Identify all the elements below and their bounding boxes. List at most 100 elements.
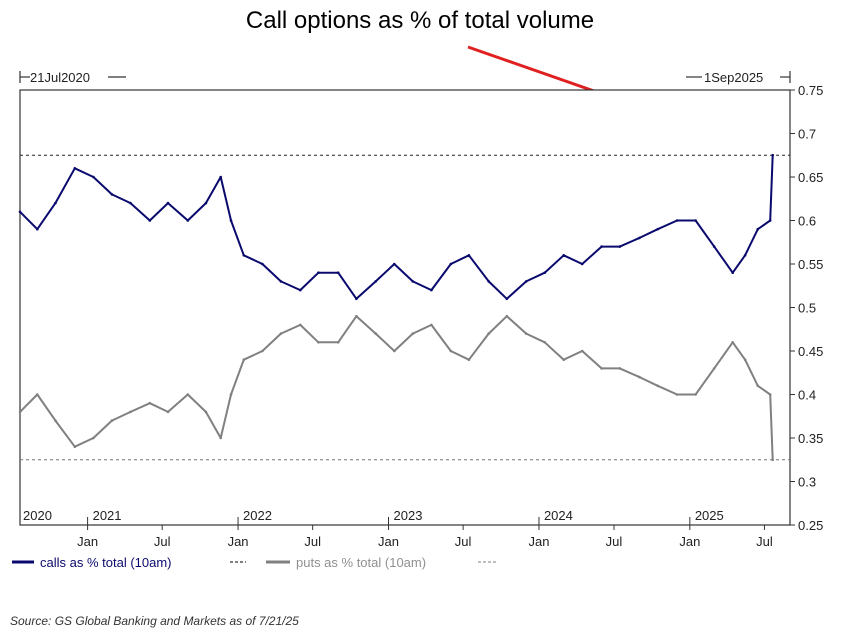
- data-point-calls: [242, 254, 246, 257]
- data-point-calls: [600, 245, 603, 248]
- data-point-calls: [110, 193, 114, 196]
- y-tick-label: 0.25: [798, 518, 823, 533]
- data-point-calls: [204, 201, 208, 205]
- data-point-calls: [18, 210, 22, 214]
- year-label: 2025: [695, 508, 724, 523]
- data-point-calls: [743, 254, 747, 257]
- data-point-calls: [487, 280, 491, 283]
- x-tick-label: Jan: [228, 534, 249, 549]
- data-point-puts: [756, 384, 760, 388]
- data-point-puts: [411, 332, 415, 335]
- data-point-calls: [580, 262, 584, 266]
- data-point-calls: [219, 175, 222, 179]
- year-label: 2023: [394, 508, 423, 523]
- data-point-calls: [675, 219, 679, 222]
- data-point-calls: [355, 297, 358, 301]
- data-point-puts: [656, 384, 659, 388]
- year-labels: 2020 2021 2022 2023 2024 2025: [23, 508, 724, 525]
- data-point-puts: [771, 458, 774, 462]
- data-point-calls: [73, 167, 77, 170]
- data-point-calls: [731, 271, 734, 275]
- x-tick-label: Jul: [756, 534, 773, 549]
- data-point-puts: [355, 314, 358, 318]
- year-label: 2021: [93, 508, 122, 523]
- data-point-puts: [731, 341, 734, 344]
- data-point-calls: [261, 262, 264, 266]
- y-axis: 0.25 0.3 0.35 0.4 0.45 0.5 0.55 0.6 0.65 0.7 0.75: [790, 83, 823, 533]
- y-tick-label: 0.55: [798, 257, 823, 272]
- data-point-calls: [449, 262, 453, 266]
- data-point-puts: [92, 436, 95, 440]
- x-axis: Jan Jul Jan Jul Jan Jul Jan Jul Jan Jul: [77, 525, 773, 549]
- data-point-calls: [618, 245, 622, 248]
- x-tick-label: Jan: [528, 534, 549, 549]
- y-tick-label: 0.45: [798, 344, 823, 359]
- data-point-puts: [449, 349, 453, 353]
- data-point-calls: [411, 280, 415, 283]
- data-point-puts: [543, 341, 546, 344]
- data-point-puts: [229, 393, 233, 396]
- data-point-puts: [219, 436, 222, 440]
- data-point-puts: [600, 367, 603, 370]
- data-point-puts: [36, 393, 39, 396]
- data-point-calls: [768, 219, 772, 222]
- data-point-calls: [393, 262, 396, 266]
- data-point-calls: [166, 201, 170, 205]
- data-point-puts: [430, 323, 433, 327]
- legend-label-puts: puts as % total (10am): [296, 555, 426, 570]
- data-point-puts: [73, 445, 77, 449]
- data-point-puts: [54, 419, 57, 422]
- x-tick-label: Jan: [378, 534, 399, 549]
- data-point-calls: [712, 245, 716, 248]
- data-point-puts: [675, 393, 679, 396]
- data-point-puts: [261, 349, 264, 353]
- y-tick-label: 0.3: [798, 475, 816, 490]
- data-point-calls: [148, 219, 152, 222]
- data-point-puts: [336, 341, 340, 344]
- data-point-puts: [242, 358, 246, 362]
- data-point-calls: [229, 219, 233, 222]
- data-point-calls: [638, 236, 641, 240]
- range-start-label: 21Jul2020: [30, 70, 90, 85]
- data-point-puts: [505, 314, 509, 318]
- data-point-calls: [336, 271, 340, 275]
- series-line-calls: [19, 155, 774, 300]
- y-tick-label: 0.7: [798, 127, 816, 142]
- x-tick-label: Jul: [455, 534, 472, 549]
- data-point-puts: [768, 393, 772, 396]
- data-point-puts: [743, 358, 747, 362]
- data-point-calls: [467, 254, 471, 257]
- x-tick-label: Jan: [77, 534, 98, 549]
- data-point-puts: [580, 349, 584, 353]
- data-point-calls: [299, 288, 302, 292]
- legend: calls as % total (10am) puts as % total …: [12, 555, 496, 570]
- data-point-puts: [279, 332, 283, 335]
- data-point-puts: [374, 332, 378, 335]
- data-point-calls: [505, 297, 509, 301]
- y-tick-label: 0.5: [798, 301, 816, 316]
- data-point-calls: [543, 271, 546, 275]
- data-point-calls: [771, 153, 774, 157]
- x-tick-label: Jul: [606, 534, 623, 549]
- range-end-marker: [686, 71, 791, 83]
- y-tick-label: 0.6: [798, 214, 816, 229]
- data-point-calls: [92, 175, 95, 179]
- data-point-puts: [562, 358, 565, 362]
- calls-data-points: [18, 153, 774, 301]
- puts-data-points: [18, 314, 774, 462]
- data-point-calls: [430, 288, 433, 292]
- data-point-puts: [712, 367, 716, 370]
- data-point-puts: [317, 341, 320, 344]
- data-point-puts: [148, 401, 152, 405]
- data-point-puts: [694, 393, 697, 396]
- data-point-calls: [374, 280, 378, 283]
- data-point-calls: [36, 227, 39, 231]
- data-point-calls: [562, 254, 565, 257]
- data-point-calls: [279, 280, 283, 283]
- data-point-puts: [129, 410, 132, 414]
- data-point-puts: [166, 410, 170, 414]
- data-point-puts: [110, 419, 114, 422]
- y-tick-label: 0.65: [798, 170, 823, 185]
- data-point-calls: [756, 227, 760, 231]
